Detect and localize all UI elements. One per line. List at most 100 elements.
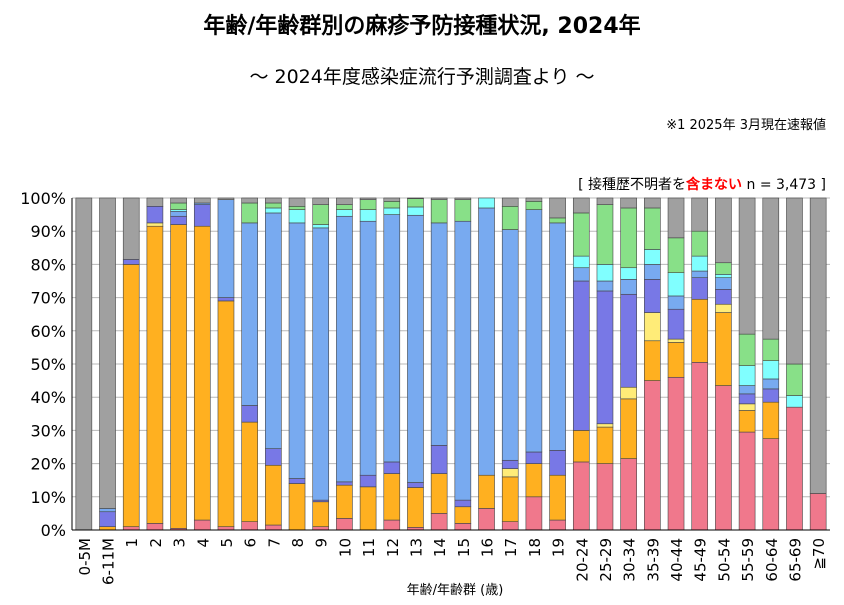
bar-segment xyxy=(454,197,472,200)
bar-segment xyxy=(99,197,116,509)
bar-segment xyxy=(667,295,685,310)
bar-segment xyxy=(407,197,424,199)
x-tick-label: 45-49 xyxy=(692,538,710,582)
bar-segment xyxy=(596,280,614,292)
bar-segment xyxy=(265,197,282,204)
chart-subtitle: ～ 2024年度感染症流行予測調査より ～ xyxy=(249,66,595,88)
bar-segment xyxy=(762,438,780,531)
x-tick-label: 20-24 xyxy=(573,538,591,582)
bar-segment xyxy=(146,523,164,531)
x-tick-label: 40-44 xyxy=(668,538,686,582)
bar-segment xyxy=(407,214,424,483)
bar-segment xyxy=(336,209,353,217)
x-tick-label: 5 xyxy=(218,538,236,548)
bar-segment xyxy=(336,518,353,531)
bar-segment xyxy=(336,215,353,483)
bar-segment xyxy=(549,474,566,521)
x-tick-label: 8 xyxy=(289,538,307,548)
bar-segment xyxy=(644,264,661,280)
x-tick-label: 6-11M xyxy=(100,538,118,585)
bar-segment xyxy=(549,197,566,219)
bar-segment xyxy=(265,524,282,531)
bar-segment xyxy=(312,197,330,205)
bar-segment xyxy=(525,496,543,531)
bar-segment xyxy=(809,493,827,531)
bar-segment xyxy=(667,237,685,273)
bar-segment xyxy=(762,401,780,439)
y-tick-label: 60% xyxy=(30,322,66,341)
x-tick-label: 4 xyxy=(194,538,212,548)
bar-segment xyxy=(241,405,258,423)
bar-segment xyxy=(667,308,685,340)
bar-segment xyxy=(478,207,495,476)
footnote: ※1 2025年 3月現在速報値 xyxy=(666,118,826,133)
x-tick-label: 15 xyxy=(455,538,473,557)
bar-segment xyxy=(217,297,235,302)
y-tick-label: 80% xyxy=(30,255,66,274)
bar-segment xyxy=(572,197,590,214)
bar-segment xyxy=(572,461,590,531)
bar-segment xyxy=(525,209,543,453)
x-axis-label: 年齢/年齢群 (歳) xyxy=(407,583,504,598)
bar-segment xyxy=(596,463,614,531)
sample-note: [ 接種歴不明者を含まない n = 3,473 ] xyxy=(578,174,826,194)
bar-segment xyxy=(738,393,756,405)
bar-segment xyxy=(691,362,709,531)
bar-segment xyxy=(288,222,306,479)
bar-segment xyxy=(786,395,803,408)
x-tick-label: 7 xyxy=(265,538,283,548)
bar-segment xyxy=(620,386,637,400)
bar-segment xyxy=(501,229,519,461)
y-tick-label: 10% xyxy=(30,488,66,507)
bar-segment xyxy=(691,255,709,272)
bar-segment xyxy=(762,378,780,390)
bar-segment xyxy=(762,338,780,361)
x-tick-label: ≧70 xyxy=(810,538,828,570)
bar-segment xyxy=(715,288,732,305)
bar-segment xyxy=(644,207,661,250)
bar-segment xyxy=(525,201,543,210)
bar-segment xyxy=(809,197,827,494)
bar-segment xyxy=(644,279,661,313)
bar-segment xyxy=(715,262,732,275)
bar-segment xyxy=(667,197,685,239)
bar-segment xyxy=(336,481,353,486)
x-tick-label: 35-39 xyxy=(644,538,662,582)
bar-segment xyxy=(738,431,756,531)
y-tick-label: 100% xyxy=(20,189,66,208)
bar-segment xyxy=(359,474,377,488)
bar-segment xyxy=(454,499,472,508)
x-tick-label: 17 xyxy=(502,538,520,557)
bar-segment xyxy=(430,445,448,474)
bar-segment xyxy=(430,513,448,531)
bar-segment xyxy=(241,197,258,204)
bar-segment xyxy=(99,508,116,513)
bar-segment xyxy=(312,501,330,527)
bar-segment xyxy=(501,521,519,531)
x-tick-label: 50-54 xyxy=(715,538,733,582)
bar-segment xyxy=(786,197,803,365)
bar-segment xyxy=(620,293,637,388)
bar-segment xyxy=(193,204,211,227)
bar-segment xyxy=(738,365,756,386)
bar-segment xyxy=(478,474,495,509)
bar-segment xyxy=(501,197,519,207)
bar-segment xyxy=(241,222,258,406)
y-tick-label: 70% xyxy=(30,289,66,308)
bar-segment xyxy=(572,430,590,463)
bar-segment xyxy=(312,224,330,229)
bar-segment xyxy=(596,423,614,428)
x-tick-label: 10 xyxy=(336,538,354,557)
bar-segment xyxy=(596,204,614,265)
x-tick-label: 3 xyxy=(171,538,189,548)
bar-segment xyxy=(620,197,637,209)
x-tick-label: 12 xyxy=(384,538,402,557)
bar-segment xyxy=(762,360,780,380)
bar-segment xyxy=(525,463,543,498)
bar-segment xyxy=(620,207,637,269)
bar-segment xyxy=(383,201,401,209)
y-tick-label: 20% xyxy=(30,455,66,474)
bar-segment xyxy=(241,521,258,531)
bar-segment xyxy=(620,279,637,295)
y-tick-label: 40% xyxy=(30,388,66,407)
